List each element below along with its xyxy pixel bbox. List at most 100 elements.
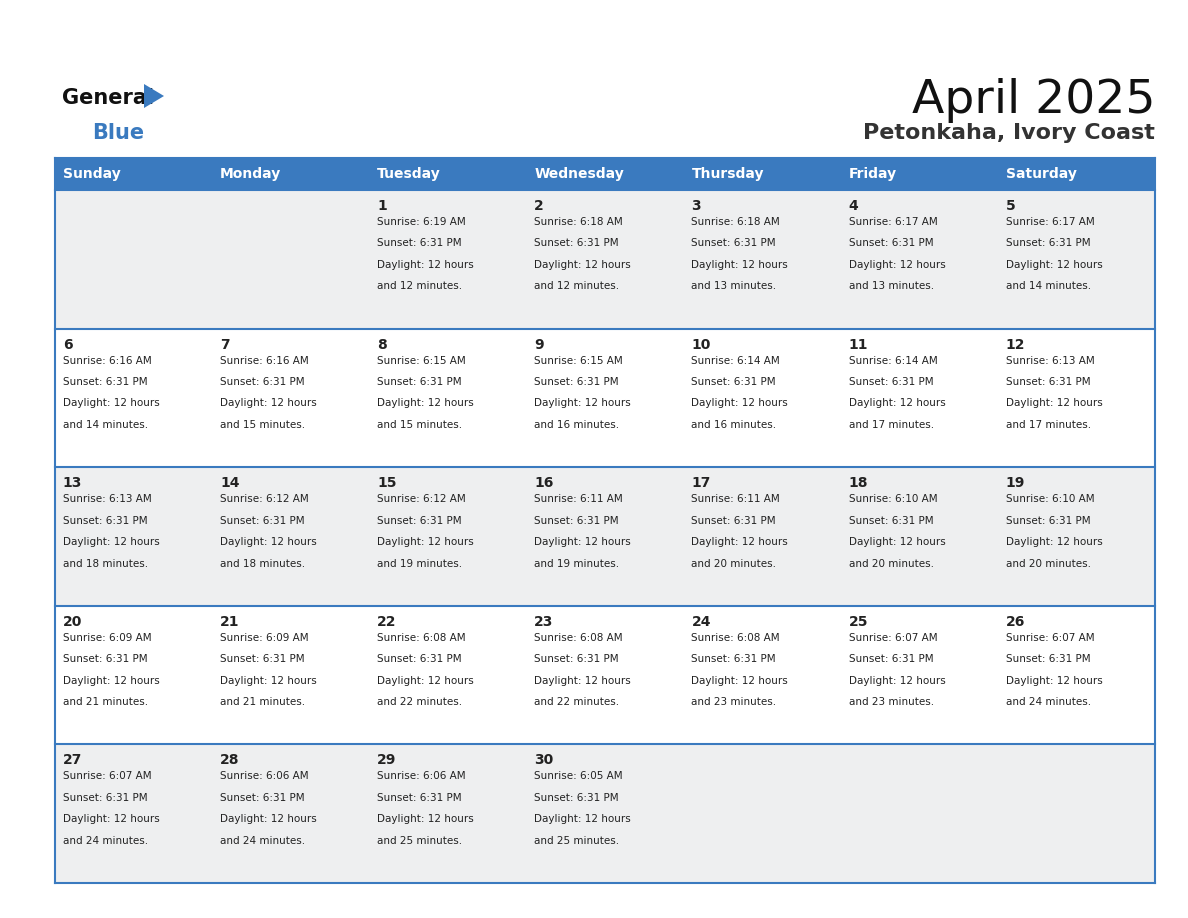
Text: Sunrise: 6:08 AM: Sunrise: 6:08 AM bbox=[691, 633, 781, 643]
Text: Sunrise: 6:13 AM: Sunrise: 6:13 AM bbox=[63, 494, 152, 504]
Text: Daylight: 12 hours: Daylight: 12 hours bbox=[848, 676, 946, 686]
Text: Sunset: 6:31 PM: Sunset: 6:31 PM bbox=[220, 516, 304, 526]
Text: Daylight: 12 hours: Daylight: 12 hours bbox=[691, 398, 788, 409]
Text: 11: 11 bbox=[848, 338, 868, 352]
Text: Sunrise: 6:07 AM: Sunrise: 6:07 AM bbox=[1006, 633, 1094, 643]
Text: Daylight: 12 hours: Daylight: 12 hours bbox=[377, 537, 474, 547]
Text: Sunrise: 6:16 AM: Sunrise: 6:16 AM bbox=[220, 355, 309, 365]
Text: Sunrise: 6:07 AM: Sunrise: 6:07 AM bbox=[848, 633, 937, 643]
Text: Sunset: 6:31 PM: Sunset: 6:31 PM bbox=[1006, 516, 1091, 526]
Text: Sunset: 6:31 PM: Sunset: 6:31 PM bbox=[848, 516, 934, 526]
Text: 9: 9 bbox=[535, 338, 544, 352]
Text: Sunrise: 6:06 AM: Sunrise: 6:06 AM bbox=[377, 771, 466, 781]
Bar bbox=[55, 744, 1155, 883]
Text: Sunset: 6:31 PM: Sunset: 6:31 PM bbox=[691, 655, 776, 665]
Bar bbox=[841, 158, 998, 190]
Text: 3: 3 bbox=[691, 199, 701, 213]
Text: and 13 minutes.: and 13 minutes. bbox=[691, 282, 777, 291]
Text: and 21 minutes.: and 21 minutes. bbox=[63, 697, 148, 707]
Text: 2: 2 bbox=[535, 199, 544, 213]
Text: 19: 19 bbox=[1006, 476, 1025, 490]
Text: 10: 10 bbox=[691, 338, 710, 352]
Text: Daylight: 12 hours: Daylight: 12 hours bbox=[220, 814, 317, 824]
Text: Daylight: 12 hours: Daylight: 12 hours bbox=[691, 260, 788, 270]
Text: and 12 minutes.: and 12 minutes. bbox=[535, 282, 619, 291]
Text: Sunday: Sunday bbox=[63, 167, 121, 181]
Text: and 20 minutes.: and 20 minutes. bbox=[691, 558, 777, 568]
Text: Sunset: 6:31 PM: Sunset: 6:31 PM bbox=[848, 655, 934, 665]
Text: Sunset: 6:31 PM: Sunset: 6:31 PM bbox=[535, 239, 619, 249]
Text: and 14 minutes.: and 14 minutes. bbox=[1006, 282, 1091, 291]
Bar bbox=[998, 158, 1155, 190]
Text: and 16 minutes.: and 16 minutes. bbox=[535, 420, 619, 430]
Text: Sunrise: 6:09 AM: Sunrise: 6:09 AM bbox=[220, 633, 309, 643]
Text: Sunrise: 6:18 AM: Sunrise: 6:18 AM bbox=[535, 217, 623, 227]
Text: Daylight: 12 hours: Daylight: 12 hours bbox=[63, 537, 159, 547]
Text: Sunset: 6:31 PM: Sunset: 6:31 PM bbox=[535, 377, 619, 387]
Text: 23: 23 bbox=[535, 615, 554, 629]
Text: Sunrise: 6:11 AM: Sunrise: 6:11 AM bbox=[535, 494, 623, 504]
Text: Daylight: 12 hours: Daylight: 12 hours bbox=[63, 814, 159, 824]
Text: 16: 16 bbox=[535, 476, 554, 490]
Text: Daylight: 12 hours: Daylight: 12 hours bbox=[220, 676, 317, 686]
Bar bbox=[683, 158, 841, 190]
Bar bbox=[55, 158, 213, 190]
Text: 8: 8 bbox=[377, 338, 387, 352]
Text: and 12 minutes.: and 12 minutes. bbox=[377, 282, 462, 291]
Text: 4: 4 bbox=[848, 199, 858, 213]
Text: Sunset: 6:31 PM: Sunset: 6:31 PM bbox=[377, 516, 462, 526]
Text: Daylight: 12 hours: Daylight: 12 hours bbox=[535, 676, 631, 686]
Text: 18: 18 bbox=[848, 476, 868, 490]
Text: 30: 30 bbox=[535, 754, 554, 767]
Text: Sunset: 6:31 PM: Sunset: 6:31 PM bbox=[848, 377, 934, 387]
Text: Sunrise: 6:08 AM: Sunrise: 6:08 AM bbox=[377, 633, 466, 643]
Text: Sunset: 6:31 PM: Sunset: 6:31 PM bbox=[220, 793, 304, 803]
Text: 21: 21 bbox=[220, 615, 240, 629]
Text: Sunset: 6:31 PM: Sunset: 6:31 PM bbox=[377, 655, 462, 665]
Text: Sunrise: 6:15 AM: Sunrise: 6:15 AM bbox=[377, 355, 466, 365]
Text: Sunset: 6:31 PM: Sunset: 6:31 PM bbox=[63, 516, 147, 526]
Text: 14: 14 bbox=[220, 476, 240, 490]
Text: 13: 13 bbox=[63, 476, 82, 490]
Text: and 22 minutes.: and 22 minutes. bbox=[535, 697, 619, 707]
Text: Sunrise: 6:06 AM: Sunrise: 6:06 AM bbox=[220, 771, 309, 781]
Text: 1: 1 bbox=[377, 199, 387, 213]
Text: Daylight: 12 hours: Daylight: 12 hours bbox=[63, 676, 159, 686]
Text: Sunset: 6:31 PM: Sunset: 6:31 PM bbox=[848, 239, 934, 249]
Bar bbox=[526, 158, 683, 190]
Text: Daylight: 12 hours: Daylight: 12 hours bbox=[1006, 676, 1102, 686]
Text: Sunrise: 6:10 AM: Sunrise: 6:10 AM bbox=[1006, 494, 1094, 504]
Text: and 23 minutes.: and 23 minutes. bbox=[691, 697, 777, 707]
Text: Sunset: 6:31 PM: Sunset: 6:31 PM bbox=[691, 239, 776, 249]
Text: 25: 25 bbox=[848, 615, 868, 629]
Text: Daylight: 12 hours: Daylight: 12 hours bbox=[377, 398, 474, 409]
Text: Daylight: 12 hours: Daylight: 12 hours bbox=[848, 260, 946, 270]
Text: Sunrise: 6:16 AM: Sunrise: 6:16 AM bbox=[63, 355, 152, 365]
Text: Sunset: 6:31 PM: Sunset: 6:31 PM bbox=[377, 793, 462, 803]
Text: Saturday: Saturday bbox=[1006, 167, 1076, 181]
Text: and 18 minutes.: and 18 minutes. bbox=[220, 558, 305, 568]
Text: Sunrise: 6:11 AM: Sunrise: 6:11 AM bbox=[691, 494, 781, 504]
Text: Daylight: 12 hours: Daylight: 12 hours bbox=[1006, 260, 1102, 270]
Text: Sunrise: 6:17 AM: Sunrise: 6:17 AM bbox=[1006, 217, 1094, 227]
Bar bbox=[55, 329, 1155, 467]
Text: and 20 minutes.: and 20 minutes. bbox=[848, 558, 934, 568]
Text: Sunrise: 6:09 AM: Sunrise: 6:09 AM bbox=[63, 633, 152, 643]
Text: and 21 minutes.: and 21 minutes. bbox=[220, 697, 305, 707]
Text: and 18 minutes.: and 18 minutes. bbox=[63, 558, 148, 568]
Text: Monday: Monday bbox=[220, 167, 282, 181]
Text: Sunset: 6:31 PM: Sunset: 6:31 PM bbox=[1006, 655, 1091, 665]
Text: Sunset: 6:31 PM: Sunset: 6:31 PM bbox=[63, 655, 147, 665]
Text: Sunset: 6:31 PM: Sunset: 6:31 PM bbox=[535, 655, 619, 665]
Text: 7: 7 bbox=[220, 338, 229, 352]
Text: Thursday: Thursday bbox=[691, 167, 764, 181]
Text: and 19 minutes.: and 19 minutes. bbox=[535, 558, 619, 568]
Bar bbox=[55, 190, 1155, 329]
Text: and 17 minutes.: and 17 minutes. bbox=[1006, 420, 1091, 430]
Text: Sunrise: 6:10 AM: Sunrise: 6:10 AM bbox=[848, 494, 937, 504]
Text: Sunset: 6:31 PM: Sunset: 6:31 PM bbox=[377, 377, 462, 387]
Text: 26: 26 bbox=[1006, 615, 1025, 629]
Text: Sunset: 6:31 PM: Sunset: 6:31 PM bbox=[220, 377, 304, 387]
Text: Daylight: 12 hours: Daylight: 12 hours bbox=[220, 537, 317, 547]
Text: Daylight: 12 hours: Daylight: 12 hours bbox=[691, 537, 788, 547]
